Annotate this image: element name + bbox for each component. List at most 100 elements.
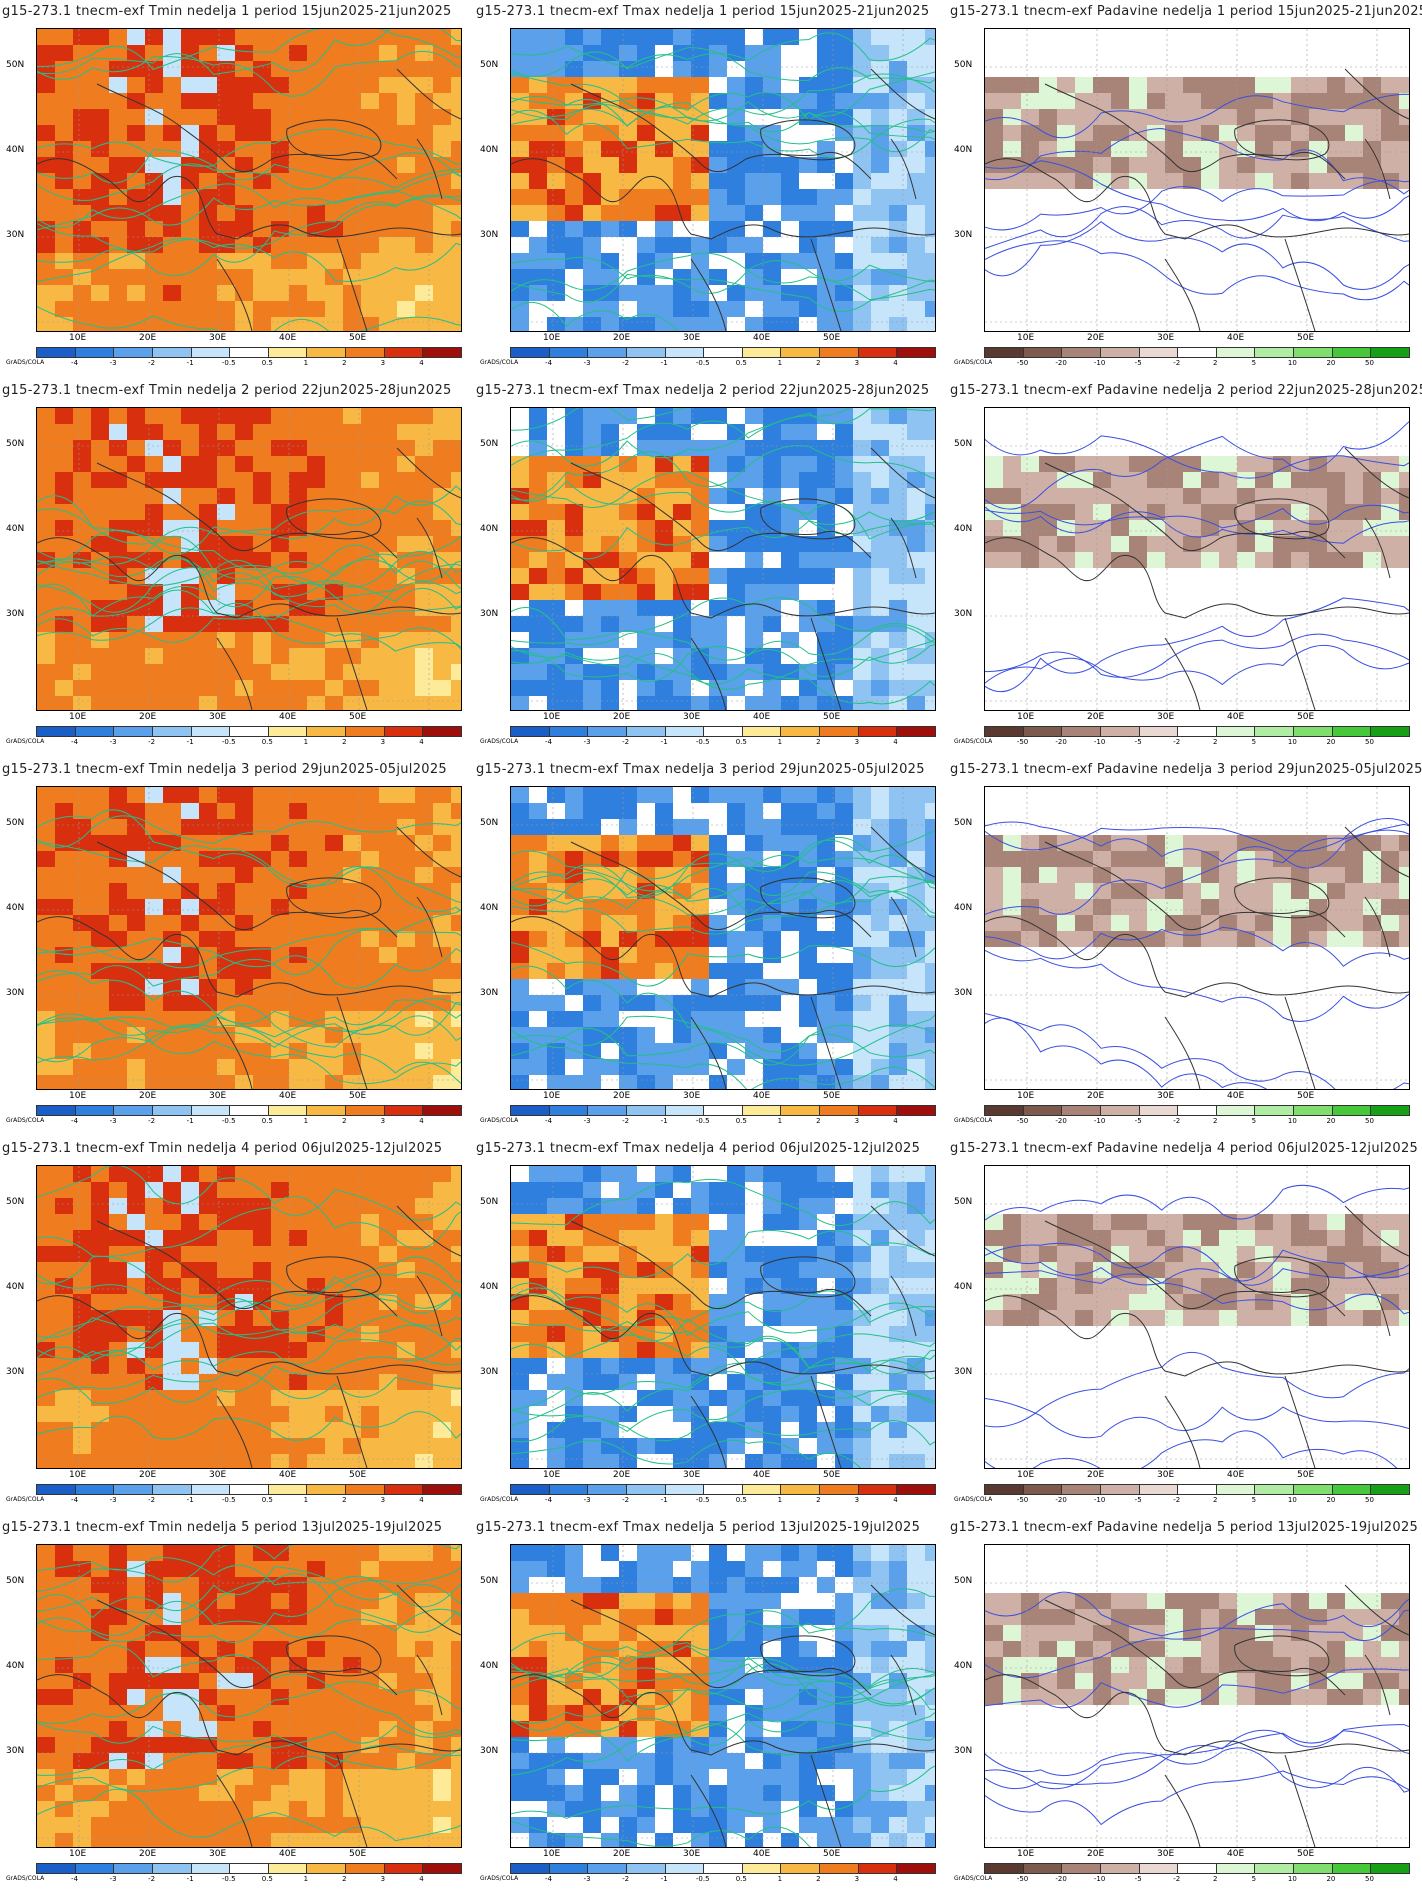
anomaly-cell bbox=[379, 440, 398, 457]
anomaly-cell bbox=[235, 851, 254, 868]
anomaly-cell bbox=[925, 584, 935, 601]
colorbar-tick-label: -5 bbox=[1134, 738, 1142, 746]
anomaly-cell bbox=[343, 45, 362, 62]
anomaly-cell bbox=[1291, 979, 1310, 996]
anomaly-cell bbox=[691, 488, 710, 505]
anomaly-cell bbox=[109, 979, 128, 996]
anomaly-cell bbox=[1129, 536, 1148, 553]
anomaly-cell bbox=[415, 317, 434, 331]
anomaly-cell bbox=[73, 93, 92, 110]
anomaly-cell bbox=[109, 819, 128, 836]
anomaly-cell bbox=[1255, 787, 1274, 804]
anomaly-cell bbox=[547, 883, 566, 900]
anomaly-cell bbox=[1327, 1043, 1346, 1060]
anomaly-cell bbox=[1237, 568, 1256, 585]
anomaly-cell bbox=[91, 1027, 110, 1044]
anomaly-cell bbox=[529, 77, 548, 94]
anomaly-cell bbox=[1237, 947, 1256, 964]
latitude-label: 50N bbox=[954, 439, 973, 449]
colorbar-swatch bbox=[152, 727, 192, 736]
anomaly-cell bbox=[1093, 568, 1112, 585]
anomaly-cell bbox=[415, 616, 434, 633]
longitude-label: 40E bbox=[753, 333, 771, 343]
anomaly-cell bbox=[91, 109, 110, 126]
anomaly-cell bbox=[235, 1278, 254, 1295]
anomaly-cell bbox=[37, 408, 56, 425]
anomaly-cell bbox=[109, 1182, 128, 1199]
anomaly-cell bbox=[325, 285, 344, 302]
anomaly-cell bbox=[253, 867, 272, 884]
anomaly-cell bbox=[1057, 221, 1076, 238]
anomaly-cell bbox=[1201, 899, 1220, 916]
anomaly-cell bbox=[55, 1262, 74, 1279]
anomaly-cell bbox=[925, 61, 935, 78]
anomaly-cell bbox=[583, 632, 602, 649]
latitude-label: 40N bbox=[954, 145, 973, 155]
anomaly-cell bbox=[871, 221, 890, 238]
anomaly-cell bbox=[1021, 317, 1040, 331]
anomaly-cell bbox=[1093, 819, 1112, 836]
anomaly-cell bbox=[1111, 440, 1130, 457]
longitude-label: 40E bbox=[279, 333, 297, 343]
anomaly-cell bbox=[1363, 963, 1382, 980]
anomaly-cell bbox=[1399, 1027, 1409, 1044]
anomaly-cell bbox=[253, 488, 272, 505]
anomaly-cell bbox=[1003, 584, 1022, 601]
anomaly-cell bbox=[781, 488, 800, 505]
anomaly-cell bbox=[1075, 1075, 1094, 1089]
anomaly-cell bbox=[601, 787, 620, 804]
anomaly-cell bbox=[379, 664, 398, 681]
anomaly-cell bbox=[1057, 205, 1076, 222]
anomaly-cell bbox=[691, 883, 710, 900]
anomaly-cell bbox=[1327, 867, 1346, 884]
anomaly-cell bbox=[1075, 787, 1094, 804]
anomaly-cell bbox=[619, 221, 638, 238]
anomaly-cell bbox=[37, 947, 56, 964]
anomaly-cell bbox=[343, 221, 362, 238]
anomaly-cell bbox=[817, 253, 836, 270]
anomaly-cell bbox=[673, 189, 692, 206]
anomaly-cell bbox=[1021, 253, 1040, 270]
anomaly-cell bbox=[511, 552, 530, 569]
anomaly-cell bbox=[109, 648, 128, 665]
anomaly-cell bbox=[271, 109, 290, 126]
anomaly-cell bbox=[1003, 253, 1022, 270]
anomaly-cell bbox=[253, 1278, 272, 1295]
anomaly-cell bbox=[181, 253, 200, 270]
anomaly-cell bbox=[1273, 205, 1292, 222]
anomaly-cell bbox=[547, 269, 566, 286]
anomaly-cell bbox=[637, 504, 656, 521]
anomaly-cell bbox=[763, 648, 782, 665]
anomaly-cell bbox=[325, 424, 344, 441]
anomaly-cell bbox=[199, 1278, 218, 1295]
anomaly-cell bbox=[1039, 616, 1058, 633]
anomaly-cell bbox=[655, 1027, 674, 1044]
anomaly-cell bbox=[199, 803, 218, 820]
anomaly-cell bbox=[1111, 520, 1130, 537]
anomaly-cell bbox=[565, 269, 584, 286]
anomaly-cell bbox=[451, 45, 461, 62]
anomaly-cell bbox=[397, 632, 416, 649]
anomaly-cell bbox=[745, 77, 764, 94]
anomaly-cell bbox=[1219, 1011, 1238, 1028]
anomaly-cell bbox=[745, 835, 764, 852]
anomaly-cell bbox=[199, 173, 218, 190]
anomaly-cell bbox=[637, 189, 656, 206]
anomaly-cell bbox=[1183, 141, 1202, 158]
anomaly-cell bbox=[1165, 851, 1184, 868]
anomaly-cell bbox=[1363, 947, 1382, 964]
anomaly-cell bbox=[985, 157, 1004, 174]
anomaly-cell bbox=[709, 125, 728, 142]
anomaly-cell bbox=[37, 488, 56, 505]
anomaly-cell bbox=[583, 488, 602, 505]
anomaly-cell bbox=[289, 1310, 308, 1327]
anomaly-cell bbox=[127, 1262, 146, 1279]
colorbar-swatch bbox=[1371, 348, 1410, 357]
anomaly-cell bbox=[37, 109, 56, 126]
anomaly-cell bbox=[1111, 269, 1130, 286]
anomaly-cell bbox=[235, 568, 254, 585]
anomaly-cell bbox=[871, 253, 890, 270]
anomaly-cell bbox=[853, 61, 872, 78]
anomaly-cell bbox=[655, 664, 674, 681]
anomaly-cell bbox=[1201, 979, 1220, 996]
